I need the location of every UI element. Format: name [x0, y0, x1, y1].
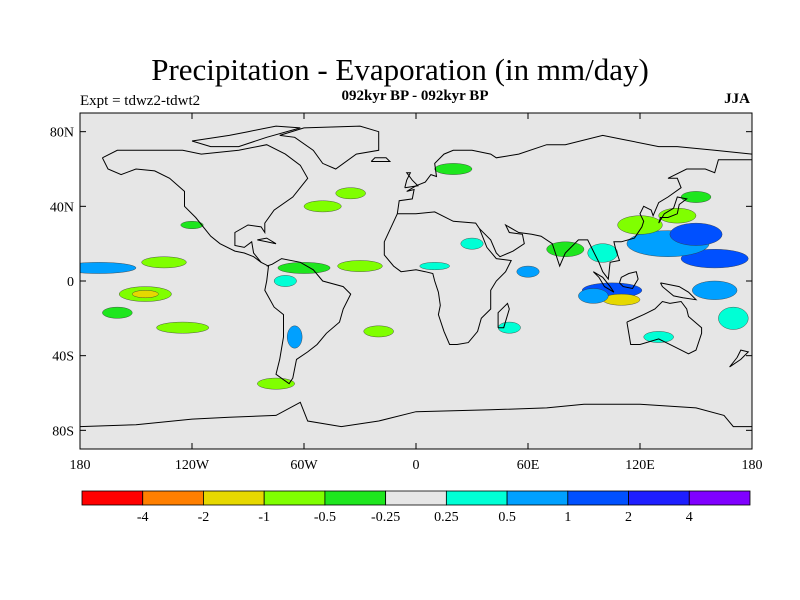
longitude-axis: 180 120W 60W 0 60E 120E 180: [70, 113, 763, 473]
map-background: [80, 113, 752, 449]
coastline-3: [396, 134, 752, 214]
field-patch-6: [617, 215, 663, 235]
colorbar-label: -4: [137, 510, 149, 525]
coastline-2: [279, 125, 380, 170]
lon-tick-label: 60E: [517, 458, 540, 473]
field-patch-25: [335, 187, 366, 200]
plot-subtitle: 092kyr BP - 092kyr BP: [341, 88, 489, 104]
field-patch-5: [578, 288, 609, 304]
season-label: JJA: [724, 91, 750, 107]
coastlines: [80, 125, 752, 428]
coastline-6: [626, 300, 703, 355]
field-patch-30: [680, 191, 712, 203]
coastline-1: [101, 157, 262, 263]
coastline-0: [102, 144, 352, 385]
lat-tick-label: 80S: [52, 424, 74, 439]
coastline-9: [592, 271, 615, 293]
field-patch-24: [303, 200, 342, 213]
lat-tick-label: 40N: [50, 200, 74, 215]
coastline-13: [497, 302, 510, 329]
field-patch-8: [546, 241, 585, 257]
colorbar-label: 1: [564, 510, 571, 525]
field-patch-0: [680, 249, 749, 269]
field-patch-20: [273, 275, 297, 287]
colorbar-swatch: [445, 490, 508, 506]
coastline-14: [370, 157, 392, 162]
field-patch-18: [277, 262, 331, 274]
field-patch-10: [692, 280, 738, 300]
field-patch-29: [180, 221, 204, 229]
lon-tick-label: 0: [413, 458, 420, 473]
coastline-8: [658, 196, 688, 224]
colorbar-swatch: [567, 490, 629, 506]
coastline-11: [660, 282, 698, 301]
colorbar-swatch: [628, 490, 690, 506]
lon-tick-label: 180: [70, 458, 91, 473]
lon-tick-label: 60W: [290, 458, 318, 473]
coastline-16: [729, 349, 750, 368]
colorbar: -4 -2 -1 -0.5 -0.25 0.25 0.5 1 2 4: [81, 490, 751, 525]
lat-tick-label: 40S: [52, 350, 74, 365]
colorbar-label: 0.5: [498, 510, 516, 525]
colorbar-swatch: [81, 490, 144, 506]
colorbar-label: 0.25: [434, 510, 459, 525]
field-patch-27: [434, 163, 473, 175]
colorbar-swatch: [142, 490, 204, 506]
field-patch-2: [669, 222, 723, 246]
lat-tick-label: 0: [67, 275, 74, 290]
field-patch-23: [363, 325, 394, 338]
coastline-12: [404, 172, 419, 189]
lon-tick-label: 180: [742, 458, 763, 473]
coastline-10: [619, 271, 639, 290]
colorbar-label: 4: [686, 510, 693, 525]
colorbar-swatch: [506, 490, 569, 506]
colorbar-label: 2: [625, 510, 632, 525]
colorbar-swatch: [324, 490, 387, 506]
lat-tick-label: 80N: [50, 126, 74, 141]
latitude-axis: 80N 40N 0 40S 80S: [50, 126, 752, 439]
coastline-15: [257, 237, 277, 245]
field-patch-15: [132, 290, 159, 299]
coastline-5: [479, 159, 752, 281]
field-patch-19: [337, 260, 383, 272]
field-patch-21: [286, 325, 303, 349]
field-patch-26: [460, 237, 484, 250]
coastline-17: [191, 125, 301, 148]
lon-tick-label: 120W: [175, 458, 210, 473]
field-patch-16: [102, 306, 133, 319]
field-patch-28: [419, 262, 450, 271]
field-patch-9: [587, 243, 618, 263]
field-patch-13: [141, 256, 187, 269]
coastline-7: [80, 401, 752, 428]
colorbar-swatch: [203, 490, 265, 506]
field-patch-11: [718, 306, 749, 330]
field-patch-31: [643, 331, 674, 343]
colorbar-label: -0.25: [371, 510, 400, 525]
field-patch-12: [80, 262, 137, 274]
field-patch-17: [156, 321, 210, 334]
colorbar-swatch: [385, 490, 447, 506]
colorbar-swatch: [263, 490, 326, 506]
plot-title: Precipitation - Evaporation (in mm/day): [151, 52, 649, 87]
lon-tick-label: 120E: [625, 458, 655, 473]
colorbar-label: -0.5: [314, 510, 336, 525]
colorbar-label: -2: [198, 510, 210, 525]
experiment-label: Expt = tdwz2-tdwt2: [80, 93, 201, 109]
colorbar-swatch: [688, 490, 751, 506]
field-patch-7: [658, 208, 697, 224]
colorbar-label: -1: [258, 510, 270, 525]
field-patch-33: [516, 265, 540, 278]
